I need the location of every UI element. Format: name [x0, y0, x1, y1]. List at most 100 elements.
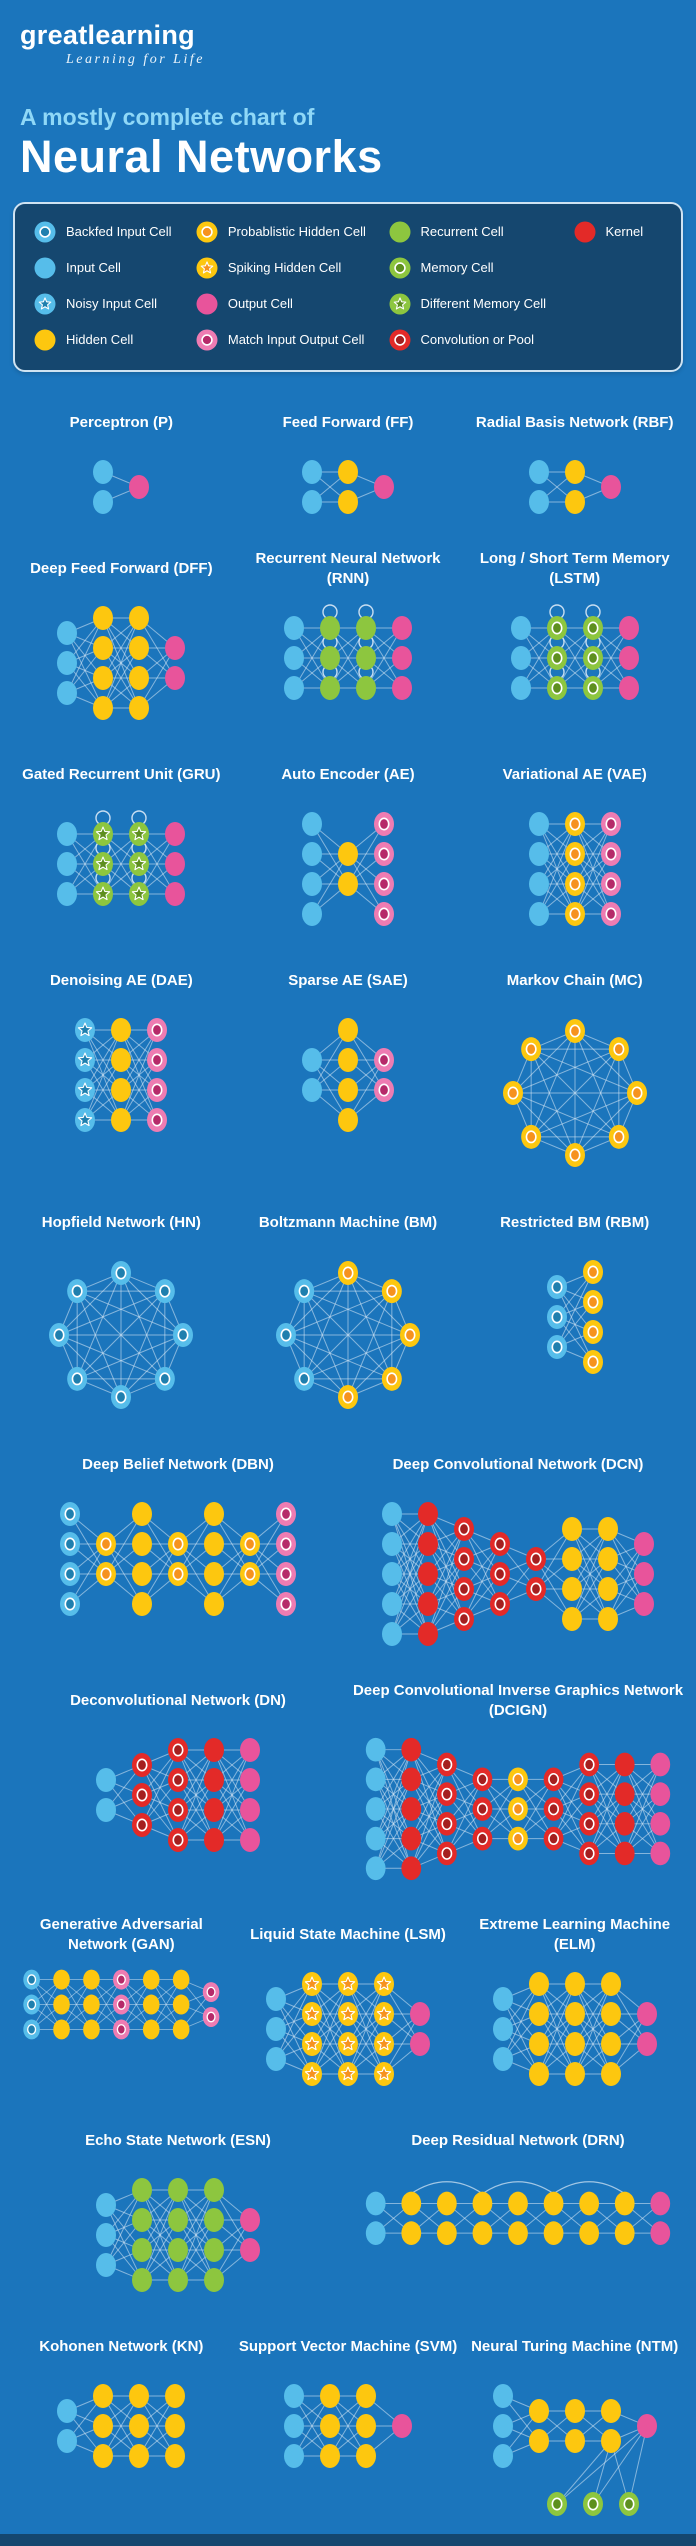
- network-diagram: [546, 1259, 603, 1374]
- network-title: Sparse AE (SAE): [288, 972, 408, 990]
- network-card: Markov Chain (MC): [461, 954, 688, 1188]
- network-card: Restricted BM (RBM): [461, 1196, 688, 1394]
- network-card: Kohonen Network (KN): [8, 2320, 235, 2488]
- network-diagram: [23, 1969, 220, 2040]
- network-title: Neural Turing Machine (NTM): [471, 2338, 679, 2356]
- legend-item: Output Cell: [195, 292, 388, 316]
- backfed-input-cell-icon: [34, 221, 56, 243]
- legend-item: Kernel: [573, 220, 665, 244]
- memory-cell-icon: [389, 257, 411, 279]
- title-kicker: A mostly complete chart of: [20, 104, 315, 130]
- legend-label: Convolution or Pool: [420, 332, 535, 348]
- input-cell-icon: [34, 257, 56, 279]
- network-diagram: [96, 1737, 260, 1852]
- legend-label: Input Cell: [66, 260, 121, 276]
- network-title: Deep Belief Network (DBN): [82, 1456, 274, 1474]
- network-diagram: [49, 1260, 194, 1409]
- legend-label: Recurrent Cell: [420, 224, 504, 240]
- network-title: Auto Encoder (AE): [281, 766, 415, 784]
- network-title: Deep Convolutional Inverse Graphics Netw…: [352, 1682, 684, 1719]
- legend-item: Different Memory Cell: [388, 292, 573, 316]
- title-block: A mostly complete chart of Neural Networ…: [0, 68, 696, 194]
- brand-tagline: Learning for Life: [66, 52, 205, 67]
- network-row: Denoising AE (DAE) Sparse AE (SAE) Markov …: [8, 954, 688, 1188]
- legend-label: Different Memory Cell: [420, 296, 547, 312]
- network-diagram: [302, 1017, 394, 1132]
- legend-item: Spiking Hidden Cell: [195, 256, 388, 280]
- network-title: Extreme Learning Machine (ELM): [479, 1916, 671, 1953]
- network-diagram: [492, 2383, 657, 2516]
- network-title: Deep Feed Forward (DFF): [30, 560, 213, 578]
- brand-logo: greatlearning: [20, 20, 195, 50]
- legend-item: Probablistic Hidden Cell: [195, 220, 388, 244]
- legend-label: Hidden Cell: [66, 332, 134, 348]
- network-row: Hopfield Network (HN) Boltzmann Machine (…: [8, 1196, 688, 1430]
- footer-bar: [0, 2533, 696, 2546]
- network-grid: Perceptron (P) Feed Forward (FF) Radial Ba…: [0, 396, 696, 2534]
- network-card: Echo State Network (ESN): [8, 2114, 348, 2312]
- network-card: Gated Recurrent Unit (GRU): [8, 748, 235, 926]
- network-row: Generative Adversarial Network (GAN) Liqu…: [8, 1908, 688, 2106]
- legend-item: Hidden Cell: [33, 328, 195, 352]
- network-diagram: [60, 1501, 296, 1616]
- network-title: Kohonen Network (KN): [39, 2338, 204, 2356]
- network-card: Hopfield Network (HN): [8, 1196, 235, 1430]
- network-title: Hopfield Network (HN): [41, 1214, 201, 1232]
- network-row: Perceptron (P) Feed Forward (FF) Radial Ba…: [8, 396, 688, 534]
- network-row: Kohonen Network (KN) Support Vector Machi…: [8, 2320, 688, 2526]
- legend-column: Probablistic Hidden Cell Spiking Hidden C…: [195, 220, 388, 352]
- network-title: Deep Residual Network (DRN): [411, 2132, 625, 2150]
- network-row: Deep Belief Network (DBN) Deep Convolutio…: [8, 1438, 688, 1666]
- network-diagram: [276, 1260, 420, 1409]
- network-row: Echo State Network (ESN) Deep Residual Ne…: [8, 2114, 688, 2312]
- network-diagram: [528, 459, 621, 514]
- network-card: Radial Basis Network (RBF): [461, 396, 688, 534]
- network-card: Extreme Learning Machine (ELM): [461, 1908, 688, 2106]
- network-title: Deconvolutional Network (DN): [70, 1692, 286, 1710]
- network-card: Auto Encoder (AE): [235, 748, 462, 946]
- network-card: Denoising AE (DAE): [8, 954, 235, 1152]
- network-card: Variational AE (VAE): [461, 748, 688, 946]
- network-card: Deep Belief Network (DBN): [8, 1438, 348, 1636]
- network-title: Feed Forward (FF): [282, 414, 414, 432]
- network-title: Support Vector Machine (SVM): [238, 2338, 458, 2356]
- network-row: Deconvolutional Network (DN) Deep Convolu…: [8, 1674, 688, 1900]
- network-diagram: [302, 811, 394, 926]
- network-diagram: [96, 2177, 260, 2292]
- kernel-cell-icon: [574, 221, 596, 243]
- network-card: Feed Forward (FF): [235, 396, 462, 534]
- network-diagram: [75, 1017, 168, 1132]
- network-diagram: [93, 459, 150, 514]
- network-title: Generative Adversarial Network (GAN): [39, 1916, 203, 1953]
- page-title: Neural Networks: [20, 131, 383, 182]
- network-card: Liquid State Machine (LSM): [235, 1908, 462, 2106]
- network-title: Gated Recurrent Unit (GRU): [22, 766, 221, 784]
- network-card: Perceptron (P): [8, 396, 235, 534]
- legend-item: Recurrent Cell: [388, 220, 573, 244]
- legend-label: Output Cell: [227, 296, 293, 312]
- network-card: Generative Adversarial Network (GAN): [8, 1908, 235, 2057]
- noisy-input-cell-icon: [34, 293, 56, 315]
- network-diagram: [382, 1501, 654, 1646]
- legend-label: Memory Cell: [420, 260, 494, 276]
- network-title: Boltzmann Machine (BM): [258, 1214, 438, 1232]
- header: greatlearning Learning for Life: [0, 0, 696, 68]
- network-card: Sparse AE (SAE): [235, 954, 462, 1152]
- network-card: Deep Feed Forward (DFF): [8, 542, 235, 740]
- network-title: Denoising AE (DAE): [49, 972, 193, 990]
- network-diagram: [57, 810, 186, 906]
- network-diagram: [284, 2383, 412, 2468]
- recurrent-cell-icon: [389, 221, 411, 243]
- network-diagram: [502, 1018, 647, 1167]
- conv-cell-icon: [389, 329, 411, 351]
- hidden-cell-icon: [34, 329, 56, 351]
- network-card: Deep Convolutional Network (DCN): [348, 1438, 688, 1666]
- legend-column: Recurrent Cell Memory Cell Different Memor…: [388, 220, 573, 352]
- network-diagram: [510, 604, 639, 700]
- network-title: Variational AE (VAE): [502, 766, 647, 784]
- network-diagram: [365, 2181, 671, 2245]
- legend-item: Noisy Input Cell: [33, 292, 195, 316]
- legend-item: Input Cell: [33, 256, 195, 280]
- network-title: Deep Convolutional Network (DCN): [392, 1456, 644, 1474]
